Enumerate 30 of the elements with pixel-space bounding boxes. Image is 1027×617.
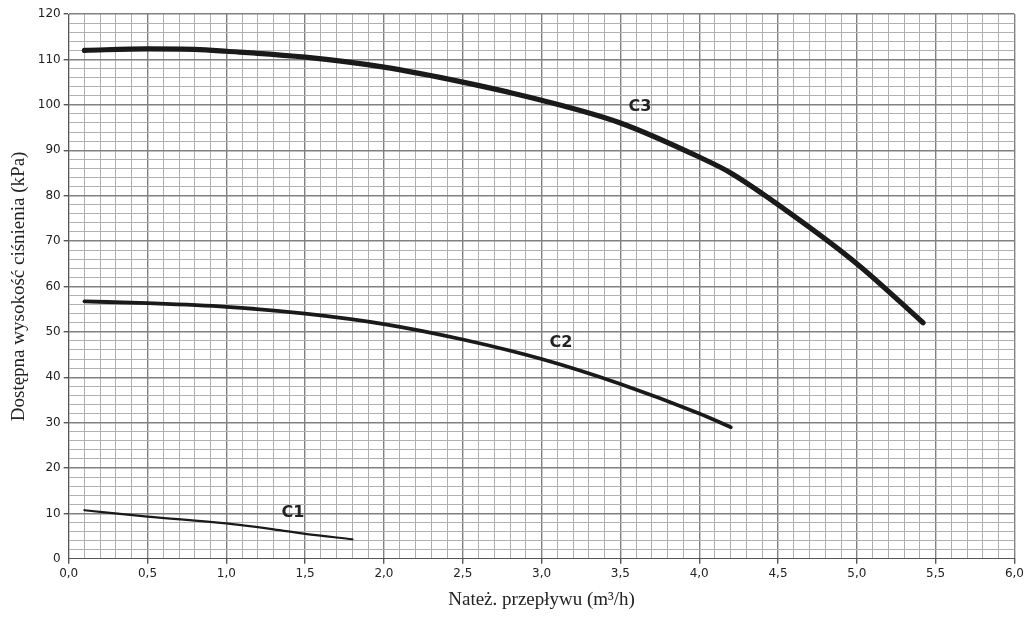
x-tick-label: 3,5: [610, 566, 630, 581]
y-tick-label: 30: [45, 414, 61, 429]
x-tick-label: 5,5: [926, 566, 946, 581]
line-series: [82, 299, 733, 430]
y-tick-label: 90: [45, 142, 61, 157]
x-tick-label: 5,0: [847, 566, 867, 581]
x-tick-label: 3,0: [532, 566, 552, 581]
x-axis-title: Nateż. przepływu (m³/h): [448, 587, 635, 610]
y-axis-title: Dostępna wysokość ciśnienia (kPa): [7, 151, 30, 422]
x-tick-label: 1,5: [295, 566, 315, 581]
x-tick-label: 0,5: [137, 566, 158, 581]
series-label: C2: [549, 332, 573, 352]
y-tick-label: 60: [45, 278, 61, 293]
y-tick-label: 80: [45, 187, 61, 202]
y-tick-label: 10: [45, 505, 61, 520]
x-tick-label: 6,0: [1004, 566, 1024, 581]
x-tick-label: 1,0: [216, 566, 236, 581]
y-tick-label: 110: [37, 51, 61, 66]
x-tick-label: 4,0: [689, 566, 709, 581]
x-tick-label: 4,5: [768, 566, 788, 581]
y-tick-label: 40: [45, 369, 61, 384]
y-tick-label: 50: [45, 323, 61, 338]
x-tick-label: 2,0: [374, 566, 394, 581]
y-tick-label: 70: [45, 233, 61, 248]
y-tick-label: 120: [37, 6, 61, 21]
y-tick-label: 20: [45, 460, 61, 475]
x-tick-label: 0,0: [59, 566, 79, 581]
x-tick-label: 2,5: [453, 566, 473, 581]
y-tick-label: 100: [37, 96, 61, 111]
y-tick-label: 0: [53, 550, 61, 565]
